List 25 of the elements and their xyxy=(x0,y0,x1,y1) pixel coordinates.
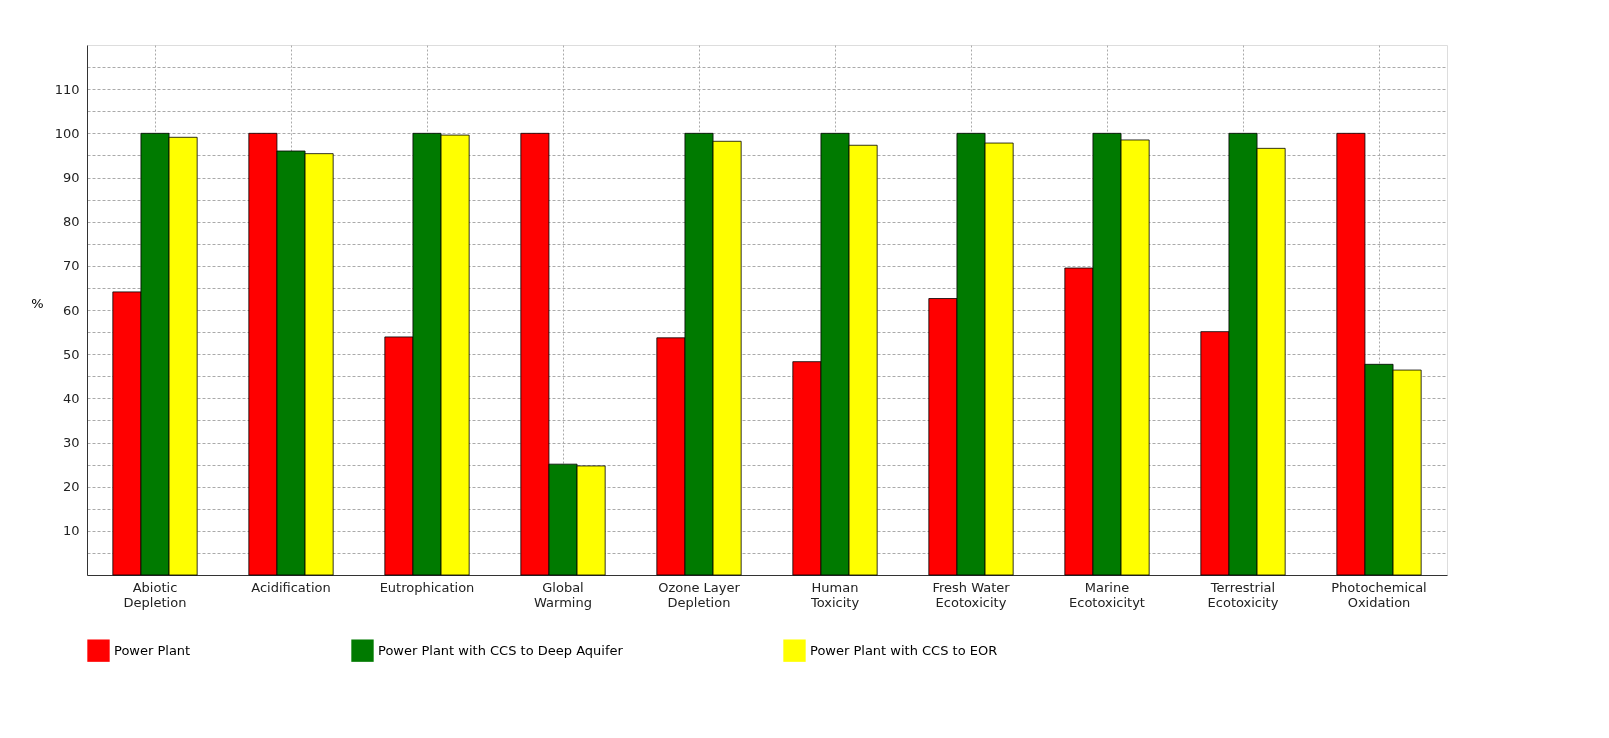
x-tick-label: Eutrophication xyxy=(379,579,475,595)
legend-label: Power Plant with CCS to Deep Aquifer xyxy=(378,642,624,658)
y-tick-label: 60 xyxy=(62,302,80,318)
x-tick-label: Abiotic Depletion xyxy=(123,579,187,610)
legend-label: Power Plant with CCS to EOR xyxy=(810,642,998,658)
y-tick-label: 80 xyxy=(62,214,80,230)
y-tick-label: 110 xyxy=(54,81,80,97)
x-tick-label: Marine Ecotoxicityt xyxy=(1069,579,1145,610)
y-tick-label: 70 xyxy=(62,258,80,274)
x-tick-label: Acidification xyxy=(251,579,331,595)
y-tick-label: 20 xyxy=(62,479,80,495)
y-tick-label: 30 xyxy=(62,435,80,450)
y-tick-label: 90 xyxy=(62,170,80,185)
y-tick-label: 40 xyxy=(62,390,80,406)
y-tick-label: 10 xyxy=(62,523,80,539)
x-tick-label: Ozone Layer Depletion xyxy=(658,579,741,610)
x-tick-label: Global Warming xyxy=(534,579,592,610)
x-tick-label: Fresh Water Ecotoxicity xyxy=(932,579,1011,610)
y-tick-label: 50 xyxy=(62,346,80,362)
legend-label: Power Plant xyxy=(114,642,191,658)
x-tick-label: Human Toxicity xyxy=(809,579,860,610)
x-tick-label: Photochemical Oxidation xyxy=(1331,579,1427,610)
x-tick-label: Terrestrial Ecotoxicity xyxy=(1207,579,1279,610)
y-axis-title: % xyxy=(31,295,44,311)
y-tick-label: 100 xyxy=(54,125,80,141)
